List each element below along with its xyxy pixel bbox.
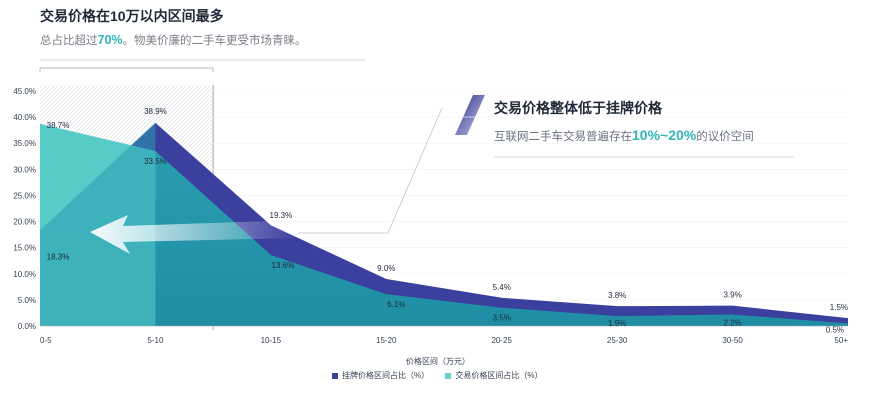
data-label-listing: 5.4% [493,283,511,292]
chart-subtitle: 总占比超过70%。物美价廉的二手车更受市场青睐。 [40,32,307,48]
y-tick-label: 15.0% [13,244,36,253]
y-tick-label: 25.0% [13,191,36,200]
legend-item-listing: 挂牌价格区间占比（%） [332,370,429,381]
callout-text: 互联网二手车交易普遍存在10%~20%的议价空间 [494,127,754,144]
x-tick-label: 15-20 [376,336,397,345]
data-label-transaction: 6.1% [387,300,405,309]
data-label-transaction: 33.5% [144,157,167,166]
callout-text-highlight: 10%~20% [632,127,697,143]
data-label-listing: 3.8% [608,291,626,300]
left-arrow-icon [90,215,300,254]
x-tick-label: 30-50 [722,336,743,345]
x-tick-label: 0-5 [40,336,52,345]
y-tick-label: 40.0% [13,113,36,122]
chart-legend: 挂牌价格区间占比（%） 交易价格区间占比（%） [332,370,556,381]
y-tick-label: 35.0% [13,139,36,148]
callout-accent-icon [455,95,485,135]
data-label-listing: 18.3% [47,252,70,261]
subtitle-prefix: 总占比超过 [40,35,98,47]
y-tick-label: 30.0% [13,165,36,174]
data-label-transaction: 13.6% [272,261,295,270]
data-label-transaction: 2.2% [723,319,741,328]
legend-label-transaction: 交易价格区间占比（%） [455,371,543,380]
callout-connector [298,107,443,234]
x-tick-label: 10-15 [261,336,282,345]
y-tick-label: 10.0% [13,270,36,279]
data-label-listing: 19.3% [270,211,293,220]
x-tick-label: 25-30 [607,336,628,345]
x-tick-label: 5-10 [147,336,164,345]
data-label-transaction: 38.7% [47,121,70,130]
subtitle-highlight: 70% [97,33,123,47]
x-tick-label: 50+ [834,336,848,345]
data-label-transaction: 0.5% [826,325,844,334]
callout-divider [494,156,794,158]
callout-text-suffix: 的议价空间 [696,131,754,143]
subtitle-divider [40,59,365,61]
chart-title: 交易价格在10万以内区间最多 [40,8,224,24]
legend-swatch-transaction [445,372,452,379]
data-label-listing: 38.9% [144,107,167,116]
subtitle-suffix: 。物美价廉的二手车更受市场青睐。 [122,35,307,47]
data-label-listing: 9.0% [377,264,395,273]
data-label-transaction: 1.9% [608,319,626,328]
y-tick-label: 45.0% [13,87,36,96]
data-label-listing: 1.5% [830,303,848,312]
series-transaction-area [40,123,848,327]
legend-label-listing: 挂牌价格区间占比（%） [342,371,430,380]
y-tick-label: 0.0% [18,322,36,331]
callout-title: 交易价格整体低于挂牌价格 [494,100,662,116]
data-label-listing: 3.9% [723,291,741,300]
x-axis-label: 价格区间（万元） [406,357,470,366]
callout-text-prefix: 互联网二手车交易普遍存在 [494,131,632,143]
y-tick-label: 20.0% [13,218,36,227]
legend-item-transaction: 交易价格区间占比（%） [445,370,542,381]
series-transaction-overlap [40,122,156,326]
legend-swatch-listing [332,372,338,379]
x-tick-label: 20-25 [491,336,512,345]
y-tick-label: 5.0% [18,296,36,305]
data-label-transaction: 3.5% [493,314,511,323]
